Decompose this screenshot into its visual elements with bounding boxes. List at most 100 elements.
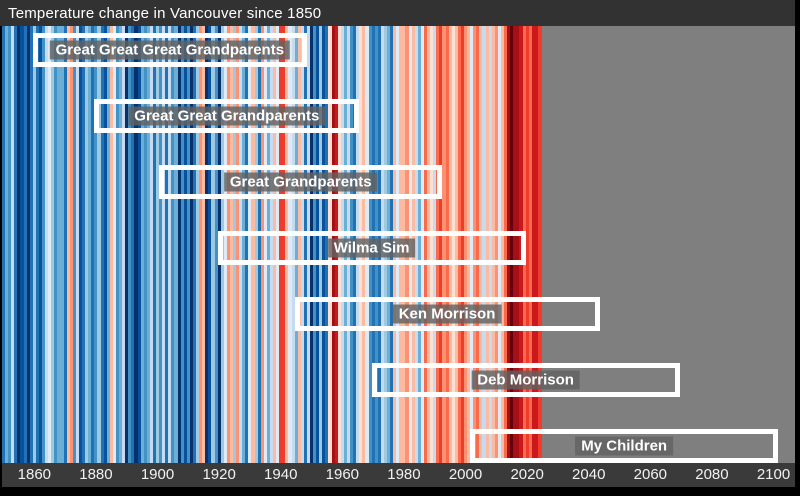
year-stripe-1878 bbox=[88, 26, 92, 463]
year-stripe-1985 bbox=[417, 26, 422, 463]
year-stripe-1894 bbox=[137, 26, 142, 463]
year-stripe-1994 bbox=[445, 26, 450, 463]
year-stripe-2007 bbox=[485, 26, 490, 463]
year-stripe-1867 bbox=[54, 26, 59, 463]
year-stripe-1942 bbox=[285, 26, 290, 463]
x-axis-tick-1920: 1920 bbox=[202, 466, 236, 483]
year-stripe-1931 bbox=[251, 26, 256, 463]
year-stripe-2006 bbox=[482, 26, 487, 463]
year-stripe-1917 bbox=[208, 26, 213, 463]
year-stripe-1988 bbox=[427, 26, 431, 463]
year-stripe-1949 bbox=[306, 26, 311, 463]
year-stripe-1943 bbox=[288, 26, 293, 463]
year-stripe-1858 bbox=[26, 26, 31, 463]
year-stripe-1852 bbox=[8, 26, 12, 463]
year-stripe-1886 bbox=[112, 26, 117, 463]
year-stripe-1987 bbox=[423, 26, 428, 463]
year-stripe-1906 bbox=[174, 26, 179, 463]
generation-box-deb-morrison: Deb Morrison bbox=[371, 363, 680, 397]
year-stripe-1997 bbox=[454, 26, 459, 463]
year-stripe-1908 bbox=[180, 26, 185, 463]
year-stripe-1851 bbox=[5, 26, 9, 463]
year-stripe-1948 bbox=[303, 26, 308, 463]
generation-label: Ken Morrison bbox=[392, 304, 502, 324]
year-stripe-1946 bbox=[297, 26, 302, 463]
x-axis-tick-1880: 1880 bbox=[79, 466, 113, 483]
year-stripe-1926 bbox=[236, 26, 240, 463]
year-stripe-1919 bbox=[214, 26, 219, 463]
year-stripe-2000 bbox=[464, 26, 468, 463]
year-stripe-1865 bbox=[48, 26, 52, 463]
year-stripe-1955 bbox=[325, 26, 330, 463]
year-stripe-2001 bbox=[467, 26, 471, 463]
year-stripe-1901 bbox=[159, 26, 163, 463]
x-axis-tick-2100: 2100 bbox=[756, 466, 791, 483]
year-stripe-1986 bbox=[420, 26, 425, 463]
year-stripe-1922 bbox=[223, 26, 228, 463]
year-stripe-2008 bbox=[488, 26, 493, 463]
year-stripe-1874 bbox=[75, 26, 80, 463]
year-stripe-1939 bbox=[276, 26, 280, 463]
x-axis: 1860 1880 1900 1920 1940 1960 1980 2000 2020 2040… bbox=[2, 463, 795, 487]
year-stripe-1866 bbox=[51, 26, 55, 463]
year-stripe-1872 bbox=[69, 26, 74, 463]
x-axis-tick-1900: 1900 bbox=[140, 466, 175, 483]
year-stripe-1900 bbox=[156, 26, 160, 463]
year-stripe-2021 bbox=[528, 26, 533, 463]
year-stripe-1871 bbox=[66, 26, 71, 463]
x-axis-tick-1960: 1960 bbox=[325, 466, 360, 483]
year-stripe-1916 bbox=[205, 26, 209, 463]
bottom-border bbox=[0, 487, 800, 496]
year-stripe-1913 bbox=[196, 26, 200, 463]
year-stripe-1862 bbox=[38, 26, 43, 463]
year-stripe-1928 bbox=[242, 26, 246, 463]
generation-box-my-children: My Children bbox=[470, 429, 779, 463]
year-stripe-2013 bbox=[504, 26, 508, 463]
x-axis-tick-1940: 1940 bbox=[264, 466, 298, 483]
generation-box-wilma-sim: Wilma Sim bbox=[217, 231, 526, 265]
year-stripe-1940 bbox=[279, 26, 283, 463]
year-stripe-1897 bbox=[146, 26, 151, 463]
year-stripe-1952 bbox=[316, 26, 320, 463]
year-stripe-1923 bbox=[226, 26, 231, 463]
year-stripe-1854 bbox=[14, 26, 18, 463]
year-stripe-1864 bbox=[45, 26, 49, 463]
year-stripe-1930 bbox=[248, 26, 253, 463]
x-axis-tick-1980: 1980 bbox=[387, 466, 421, 483]
year-stripe-1932 bbox=[254, 26, 259, 463]
year-stripe-1882 bbox=[100, 26, 105, 463]
year-stripe-1879 bbox=[91, 26, 95, 463]
generation-box-great-great-grandparents: Great Great Grandparents bbox=[94, 99, 360, 133]
x-axis-tick-2080: 2080 bbox=[695, 466, 729, 483]
year-stripe-1888 bbox=[119, 26, 123, 463]
year-stripe-1912 bbox=[192, 26, 197, 463]
year-stripe-1947 bbox=[300, 26, 305, 463]
year-stripe-1892 bbox=[131, 26, 136, 463]
year-stripe-1905 bbox=[171, 26, 176, 463]
year-stripe-1889 bbox=[122, 26, 126, 463]
year-stripe-1990 bbox=[433, 26, 437, 463]
year-stripe-1861 bbox=[35, 26, 40, 463]
year-stripe-1881 bbox=[97, 26, 102, 463]
year-stripe-1909 bbox=[183, 26, 188, 463]
year-stripe-1944 bbox=[291, 26, 296, 463]
year-stripe-1863 bbox=[42, 26, 46, 463]
chart-title: Temperature change in Vancouver since 18… bbox=[8, 4, 322, 22]
year-stripe-2009 bbox=[491, 26, 496, 463]
year-stripe-1868 bbox=[57, 26, 62, 463]
generation-label: Wilma Sim bbox=[327, 238, 416, 258]
year-stripe-1950 bbox=[310, 26, 314, 463]
year-stripe-1945 bbox=[294, 26, 299, 463]
title-bar: Temperature change in Vancouver since 18… bbox=[0, 0, 795, 26]
year-stripe-1935 bbox=[263, 26, 268, 463]
year-stripe-1860 bbox=[32, 26, 37, 463]
year-stripe-1984 bbox=[414, 26, 419, 463]
year-stripe-1877 bbox=[85, 26, 89, 463]
year-stripe-1876 bbox=[82, 26, 86, 463]
year-stripe-1896 bbox=[143, 26, 148, 463]
year-stripe-1859 bbox=[29, 26, 34, 463]
year-stripe-1941 bbox=[282, 26, 286, 463]
year-stripe-1937 bbox=[269, 26, 274, 463]
year-stripe-2012 bbox=[500, 26, 505, 463]
